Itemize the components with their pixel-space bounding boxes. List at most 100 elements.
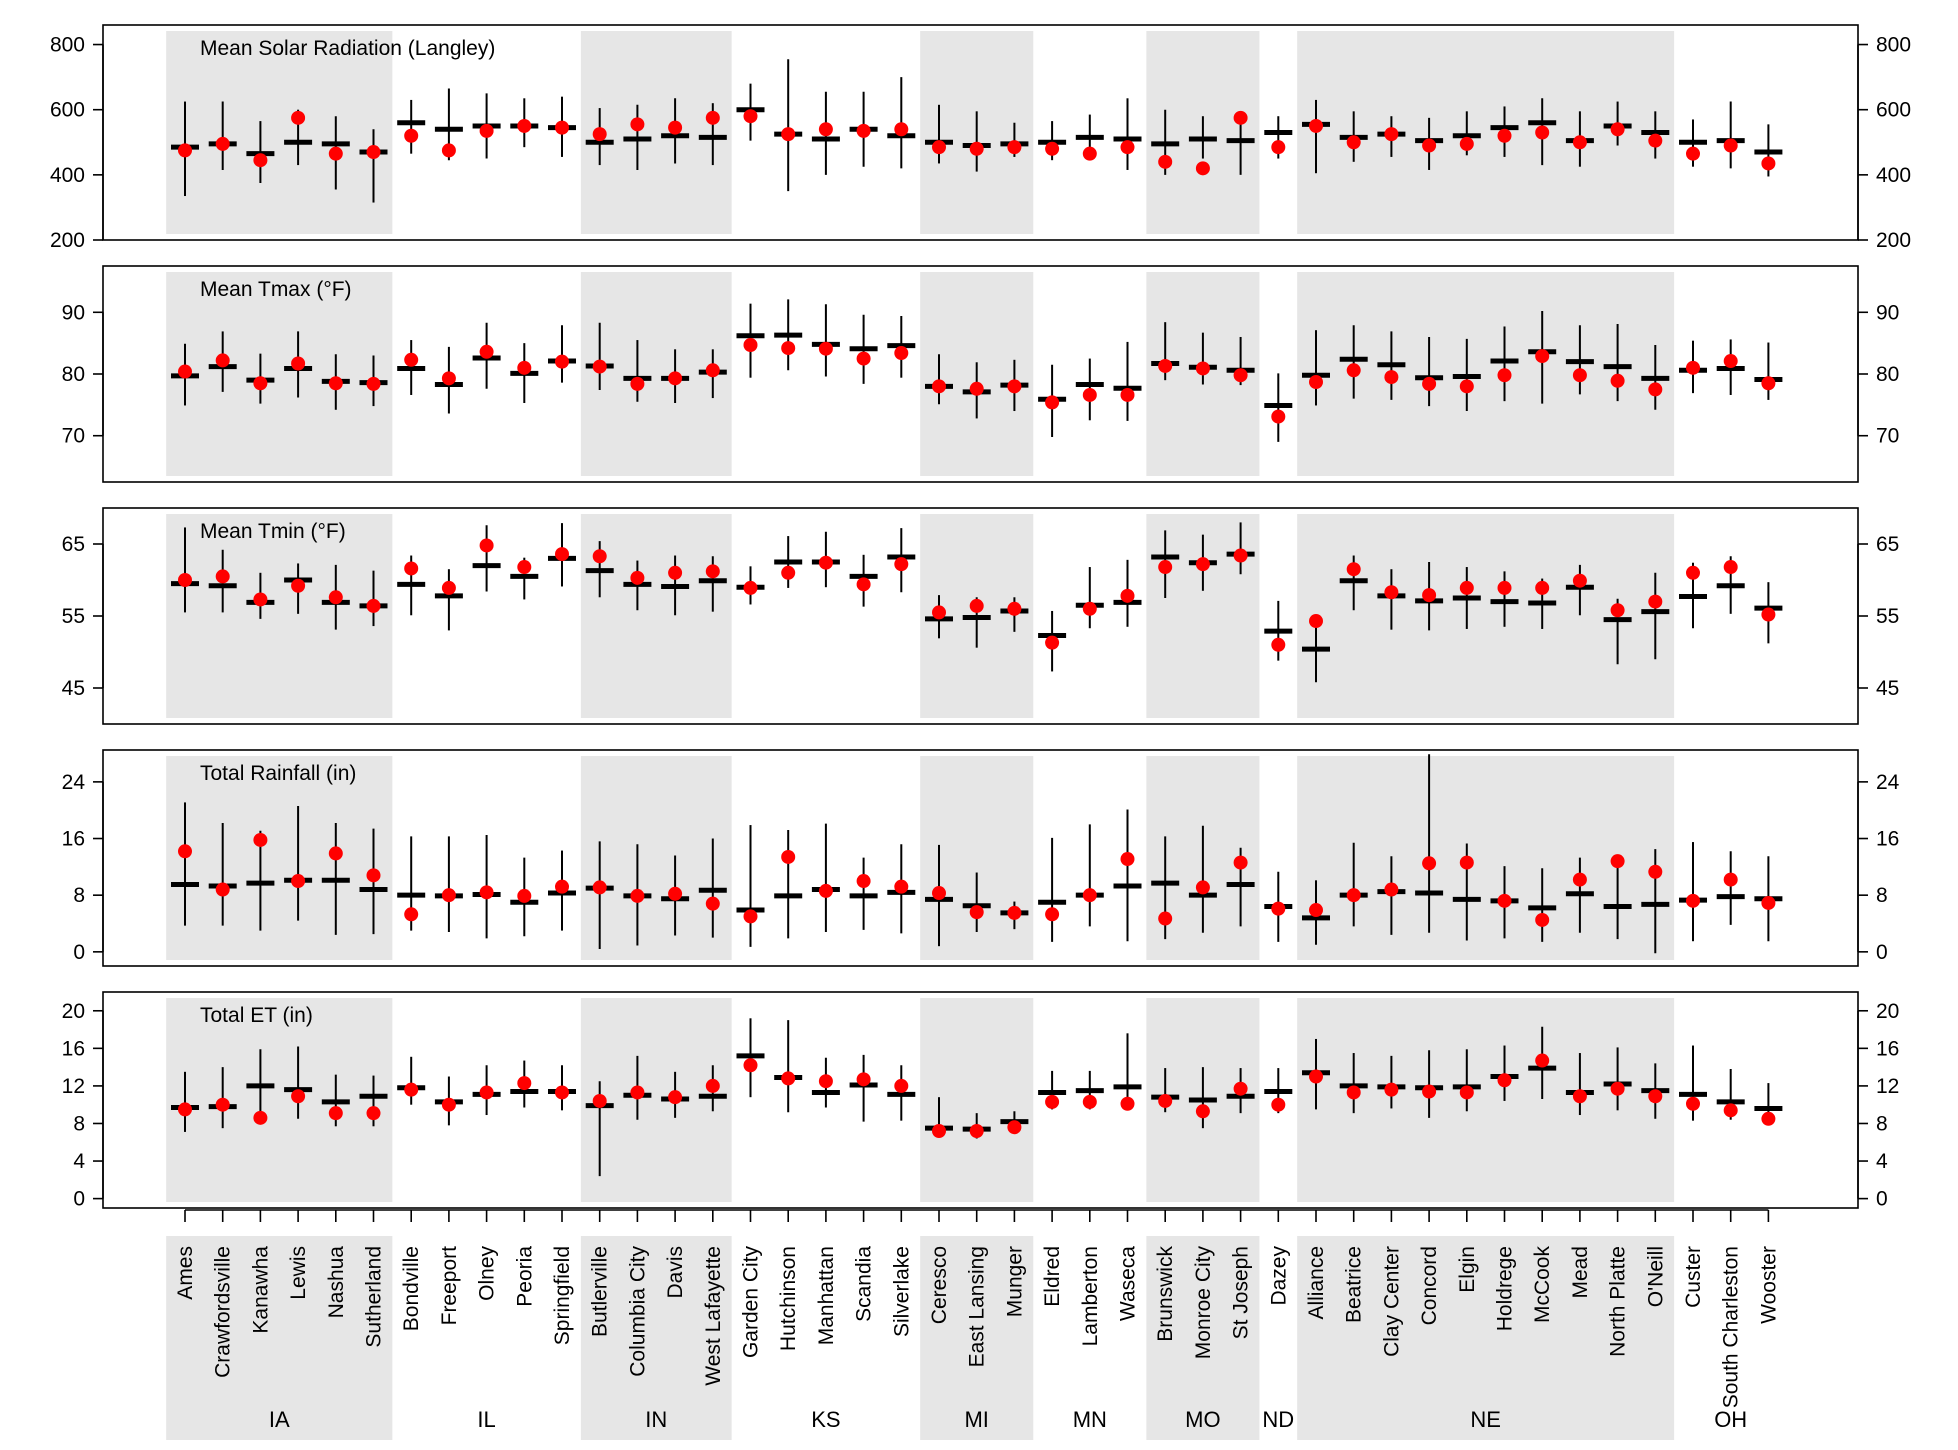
station-label: Eldred — [1041, 1246, 1064, 1307]
current-value-dot — [743, 909, 758, 924]
current-value-dot — [969, 381, 984, 396]
current-value-dot — [1572, 1089, 1587, 1104]
current-value-dot — [1384, 1082, 1399, 1097]
y-tick-label-left: 0 — [73, 941, 85, 964]
current-value-dot — [932, 886, 946, 901]
current-value-dot — [517, 888, 532, 903]
station-label: Elgin — [1456, 1246, 1479, 1293]
y-tick-label-left: 45 — [62, 677, 85, 700]
current-value-dot — [404, 1082, 419, 1097]
station-label: Monroe City — [1192, 1246, 1215, 1360]
state-band-in-labels — [580, 1236, 732, 1440]
panel-title: Total Rainfall (in) — [200, 762, 356, 785]
current-value-dot — [1384, 127, 1399, 142]
current-value-dot — [1007, 601, 1022, 616]
y-tick-label-left: 24 — [62, 771, 86, 794]
state-band-ne-panel-0 — [1297, 31, 1675, 234]
current-value-dot — [1346, 562, 1361, 577]
current-value-dot — [1761, 895, 1776, 910]
current-value-dot — [592, 1093, 607, 1108]
state-label: MO — [1185, 1407, 1220, 1432]
current-value-dot — [1572, 573, 1587, 588]
current-value-dot — [215, 353, 230, 368]
current-value-dot — [932, 379, 946, 394]
current-value-dot — [1761, 1111, 1776, 1126]
current-value-dot — [1497, 128, 1512, 143]
state-band-ia-panel-2 — [166, 514, 393, 718]
current-value-dot — [1572, 135, 1587, 150]
current-value-dot — [743, 337, 758, 352]
current-value-dot — [328, 590, 343, 605]
y-tick-label-left: 16 — [62, 828, 85, 851]
station-label: Sutherland — [363, 1246, 386, 1348]
current-value-dot — [894, 557, 909, 572]
current-value-dot — [1686, 1096, 1700, 1111]
state-band-ne-panel-1 — [1297, 272, 1675, 476]
station-label: Crawfordsville — [212, 1246, 235, 1378]
station-label: Davis — [664, 1246, 687, 1299]
current-value-dot — [291, 578, 306, 593]
y-tick-label-right: 16 — [1876, 1037, 1899, 1060]
current-value-dot — [253, 592, 268, 607]
current-value-dot — [894, 122, 909, 137]
current-value-dot — [366, 376, 381, 391]
current-value-dot — [1723, 354, 1738, 369]
current-value-dot — [743, 1058, 758, 1073]
current-value-dot — [1082, 1094, 1097, 1109]
current-value-dot — [932, 605, 946, 620]
current-value-dot — [1422, 376, 1437, 391]
y-tick-label-right: 45 — [1876, 677, 1899, 700]
y-tick-label-right: 200 — [1876, 229, 1911, 252]
station-label: West Lafayette — [702, 1246, 725, 1386]
current-value-dot — [894, 346, 909, 361]
current-value-dot — [856, 1072, 871, 1087]
y-tick-label-right: 600 — [1876, 99, 1911, 122]
state-label: NE — [1470, 1407, 1501, 1432]
current-value-dot — [404, 561, 419, 576]
current-value-dot — [894, 879, 909, 894]
state-band-mo-labels — [1146, 1236, 1260, 1440]
current-value-dot — [178, 573, 192, 587]
current-value-dot — [366, 868, 381, 883]
current-value-dot — [1045, 907, 1060, 922]
current-value-dot — [366, 1106, 381, 1121]
current-value-dot — [1459, 379, 1474, 394]
y-tick-label-right: 70 — [1876, 425, 1899, 448]
current-value-dot — [517, 118, 532, 133]
current-value-dot — [969, 905, 984, 920]
current-value-dot — [479, 123, 494, 138]
current-value-dot — [215, 1097, 230, 1112]
current-value-dot — [404, 352, 419, 367]
current-value-dot — [668, 120, 683, 135]
current-value-dot — [253, 1110, 268, 1125]
current-value-dot — [1346, 888, 1361, 903]
current-value-dot — [215, 569, 230, 584]
current-value-dot — [178, 143, 192, 158]
station-label: Silverlake — [890, 1246, 913, 1337]
current-value-dot — [555, 547, 569, 562]
current-value-dot — [1195, 557, 1210, 572]
state-band-ia-panel-0 — [166, 31, 393, 234]
current-value-dot — [1158, 358, 1173, 373]
state-band-ne-labels — [1297, 1236, 1675, 1440]
current-value-dot — [1535, 125, 1550, 140]
current-value-dot — [705, 363, 720, 378]
current-value-dot — [1610, 603, 1625, 618]
station-label: Manhattan — [815, 1246, 838, 1345]
current-value-dot — [1572, 872, 1587, 887]
panel-title: Mean Solar Radiation (Langley) — [200, 37, 495, 60]
current-value-dot — [1120, 588, 1135, 603]
station-label: Munger — [1003, 1246, 1026, 1317]
current-value-dot — [1497, 368, 1512, 383]
station-label: Custer — [1682, 1246, 1705, 1308]
y-tick-label-right: 8 — [1876, 884, 1888, 907]
current-value-dot — [479, 344, 494, 359]
station-label: Hutchinson — [777, 1246, 800, 1351]
current-value-dot — [479, 538, 494, 553]
current-value-dot — [215, 136, 230, 151]
current-value-dot — [1195, 880, 1210, 895]
current-value-dot — [1082, 888, 1097, 903]
current-value-dot — [705, 110, 720, 125]
current-value-dot — [215, 882, 230, 897]
station-label: Ames — [174, 1246, 197, 1300]
